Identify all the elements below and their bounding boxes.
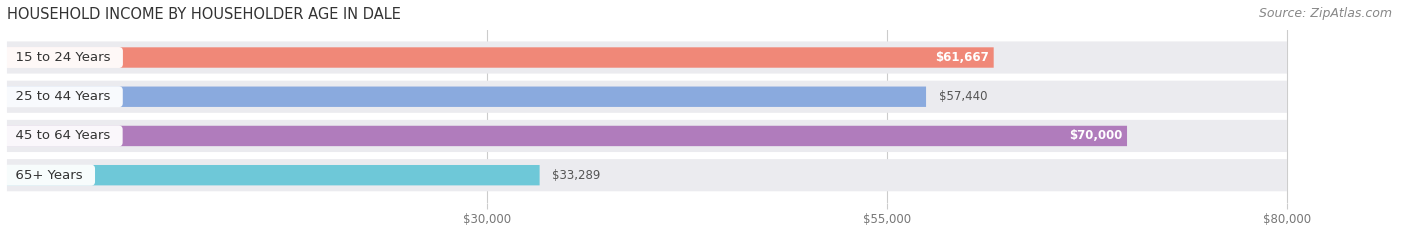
Text: $57,440: $57,440 [939,90,987,103]
FancyBboxPatch shape [7,47,994,68]
Text: HOUSEHOLD INCOME BY HOUSEHOLDER AGE IN DALE: HOUSEHOLD INCOME BY HOUSEHOLDER AGE IN D… [7,7,401,22]
Text: $33,289: $33,289 [553,169,600,182]
FancyBboxPatch shape [7,81,1286,113]
Text: $61,667: $61,667 [935,51,988,64]
FancyBboxPatch shape [7,159,1286,191]
Text: 45 to 64 Years: 45 to 64 Years [7,130,118,142]
Text: Source: ZipAtlas.com: Source: ZipAtlas.com [1258,7,1392,20]
Text: 15 to 24 Years: 15 to 24 Years [7,51,120,64]
FancyBboxPatch shape [7,41,1286,74]
Text: $70,000: $70,000 [1069,130,1122,142]
FancyBboxPatch shape [7,126,1128,146]
FancyBboxPatch shape [7,86,927,107]
FancyBboxPatch shape [7,120,1286,152]
Text: 65+ Years: 65+ Years [7,169,91,182]
FancyBboxPatch shape [7,165,540,185]
Text: 25 to 44 Years: 25 to 44 Years [7,90,120,103]
